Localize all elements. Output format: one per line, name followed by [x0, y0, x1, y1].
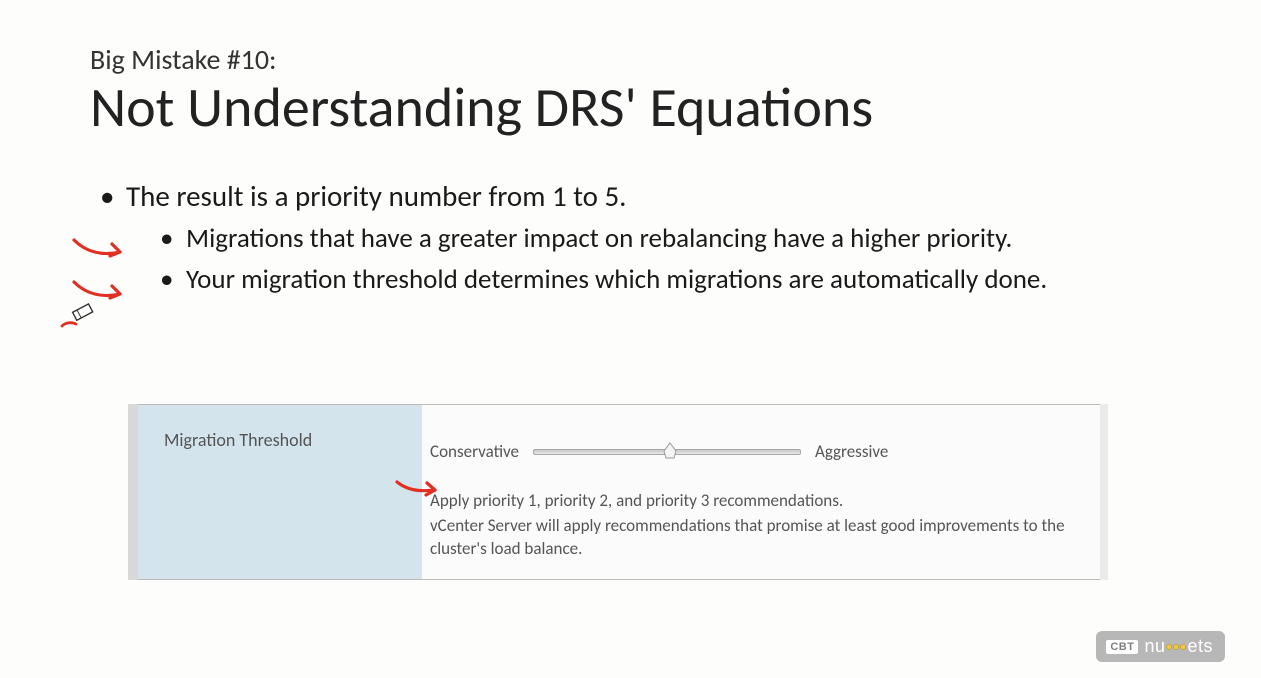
panel-border-right: [1100, 404, 1108, 580]
kicker-text: Big Mistake #10:: [90, 42, 1171, 77]
bullet-list: The result is a priority number from 1 t…: [90, 178, 1171, 299]
panel-inner: Migration Threshold Conservative Aggress…: [138, 404, 1100, 580]
slider-label-left: Conservative: [430, 441, 519, 462]
logo-cbt-text: CBT: [1106, 640, 1138, 654]
logo-nuggets-text: nu ets: [1144, 636, 1213, 657]
cbt-nuggets-logo: CBT nu ets: [1096, 631, 1225, 662]
bullet-sub-1: Migrations that have a greater impact on…: [160, 221, 1171, 257]
migration-threshold-slider[interactable]: [533, 449, 801, 455]
logo-dots-icon: [1166, 644, 1186, 650]
bullet-main: The result is a priority number from 1 t…: [100, 178, 1171, 299]
bullet-main-text: The result is a priority number from 1 t…: [126, 178, 627, 214]
slider-label-right: Aggressive: [815, 441, 888, 462]
slide: Big Mistake #10: Not Understanding DRS' …: [0, 0, 1261, 298]
bullet-sub-list: Migrations that have a greater impact on…: [126, 221, 1171, 298]
panel-desc-2: vCenter Server will apply recommendation…: [430, 515, 1092, 561]
bullet-sub-2: Your migration threshold determines whic…: [160, 262, 1171, 298]
panel-label: Migration Threshold: [138, 405, 422, 579]
migration-threshold-panel: Migration Threshold Conservative Aggress…: [128, 404, 1108, 580]
logo-nug-prefix: nu: [1144, 636, 1165, 657]
slide-title: Not Understanding DRS' Equations: [90, 79, 1171, 138]
slider-row: Conservative Aggressive: [430, 441, 1092, 462]
panel-desc-1: Apply priority 1, priority 2, and priori…: [430, 490, 1092, 511]
panel-body: Conservative Aggressive Apply priority 1…: [422, 405, 1100, 579]
logo-nug-suffix: ets: [1187, 636, 1213, 657]
eraser-cursor-icon: [68, 302, 96, 329]
panel-border-left: [128, 404, 138, 580]
